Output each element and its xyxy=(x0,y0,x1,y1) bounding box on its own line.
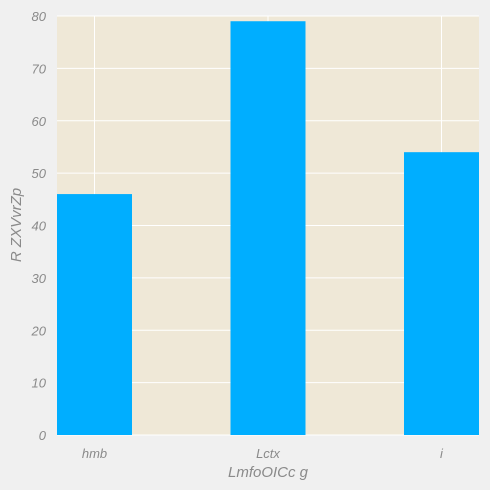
bar-hmb xyxy=(57,194,132,435)
y-tick-label: 60 xyxy=(32,114,47,129)
y-tick-label: 80 xyxy=(32,9,47,24)
x-tick-labels: hmb Lctx i xyxy=(82,446,444,461)
y-tick-labels: 0 10 20 30 40 50 60 70 80 xyxy=(31,9,47,443)
y-tick-label: 40 xyxy=(32,219,47,234)
y-tick-label: 0 xyxy=(39,428,47,443)
bars xyxy=(57,21,479,436)
bar-i xyxy=(404,152,479,436)
x-tick-label: hmb xyxy=(82,446,107,461)
y-tick-label: 70 xyxy=(32,61,47,76)
y-tick-label: 20 xyxy=(31,323,47,338)
x-tick-label: i xyxy=(440,446,444,461)
y-tick-label: 30 xyxy=(32,271,47,286)
x-axis-label: LmfoOICc g xyxy=(228,464,309,481)
bar-lctx xyxy=(230,21,306,436)
y-axis-label: R ZXVvrZp xyxy=(8,188,25,262)
y-tick-label: 50 xyxy=(32,166,47,181)
y-tick-label: 10 xyxy=(32,376,47,391)
x-tick-label: Lctx xyxy=(256,446,280,461)
